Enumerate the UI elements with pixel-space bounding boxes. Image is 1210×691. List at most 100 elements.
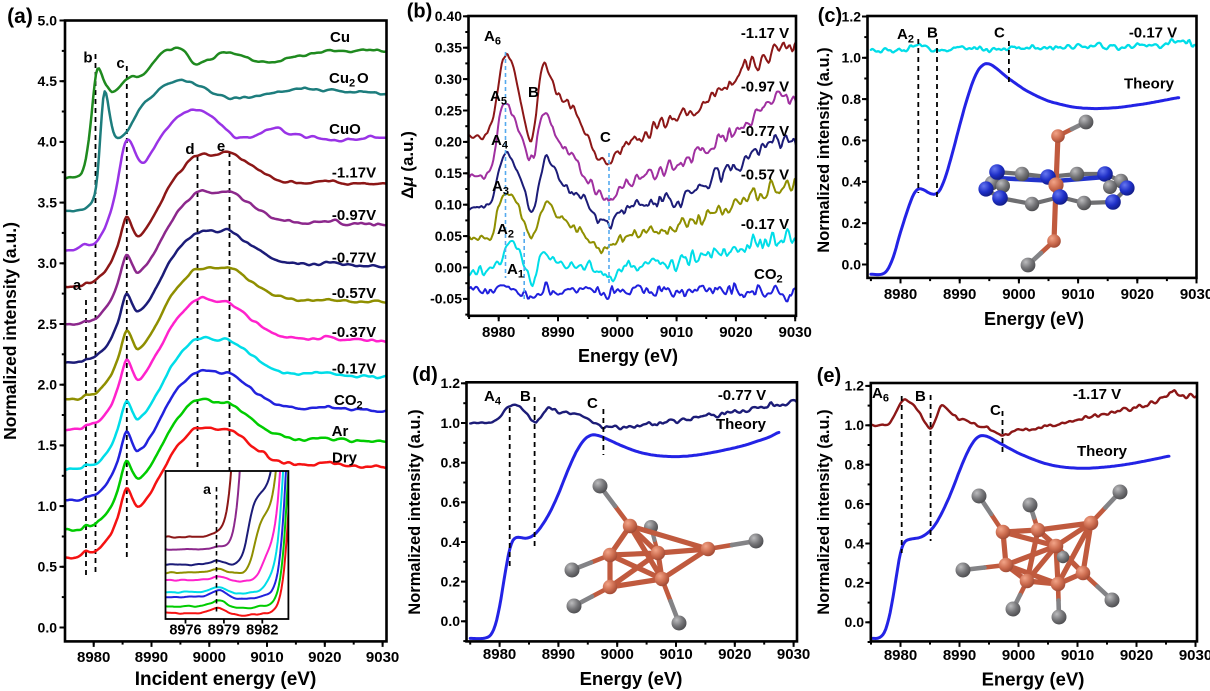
svg-text:Theory: Theory bbox=[716, 416, 767, 433]
svg-text:Cu2: Cu2 bbox=[329, 70, 355, 90]
svg-text:B: B bbox=[520, 388, 531, 405]
svg-text:0.2: 0.2 bbox=[845, 575, 865, 591]
svg-text:b: b bbox=[83, 50, 92, 67]
svg-text:A1: A1 bbox=[507, 261, 524, 281]
svg-text:Dry: Dry bbox=[332, 450, 358, 467]
svg-text:0.2: 0.2 bbox=[842, 215, 862, 231]
svg-text:Cu: Cu bbox=[330, 29, 350, 46]
svg-text:C: C bbox=[990, 402, 1001, 419]
svg-text:Energy (eV): Energy (eV) bbox=[578, 346, 678, 366]
svg-text:a: a bbox=[73, 277, 82, 294]
svg-text:0.00: 0.00 bbox=[435, 259, 462, 275]
svg-text:0.8: 0.8 bbox=[845, 457, 865, 473]
svg-text:8980: 8980 bbox=[482, 324, 515, 341]
svg-text:-0.17 V: -0.17 V bbox=[1129, 25, 1177, 42]
svg-text:-0.97V: -0.97V bbox=[332, 207, 376, 224]
svg-text:(d): (d) bbox=[412, 364, 438, 386]
svg-text:0.4: 0.4 bbox=[842, 174, 862, 190]
svg-text:0.15: 0.15 bbox=[435, 165, 462, 181]
svg-text:1.2: 1.2 bbox=[441, 375, 461, 391]
svg-text:-0.77V: -0.77V bbox=[332, 250, 376, 267]
svg-text:(b): (b) bbox=[407, 1, 433, 23]
svg-text:CO2: CO2 bbox=[754, 266, 783, 286]
svg-text:B: B bbox=[927, 25, 938, 42]
svg-text:e: e bbox=[217, 138, 225, 155]
svg-text:8990: 8990 bbox=[542, 646, 575, 663]
svg-text:d: d bbox=[185, 141, 194, 158]
svg-text:8980: 8980 bbox=[483, 646, 516, 663]
svg-text:1.0: 1.0 bbox=[845, 417, 865, 433]
svg-text:Δμ (a.u.): Δμ (a.u.) bbox=[398, 131, 417, 199]
svg-text:(c): (c) bbox=[818, 5, 842, 27]
svg-text:9010: 9010 bbox=[659, 646, 692, 663]
svg-text:8990: 8990 bbox=[943, 286, 976, 303]
svg-text:3.0: 3.0 bbox=[38, 255, 58, 271]
svg-text:-0.57 V: -0.57 V bbox=[741, 167, 789, 184]
svg-text:C: C bbox=[600, 129, 611, 146]
svg-text:0.05: 0.05 bbox=[435, 228, 462, 244]
svg-text:Normalized intensity (a.u.): Normalized intensity (a.u.) bbox=[0, 222, 20, 440]
svg-text:0.0: 0.0 bbox=[845, 614, 865, 630]
svg-text:B: B bbox=[528, 84, 539, 101]
svg-text:1.0: 1.0 bbox=[842, 50, 862, 66]
svg-text:C: C bbox=[994, 25, 1005, 42]
svg-text:-0.77 V: -0.77 V bbox=[741, 123, 789, 140]
svg-text:C: C bbox=[587, 395, 598, 412]
svg-text:0.35: 0.35 bbox=[435, 40, 462, 56]
svg-text:2.0: 2.0 bbox=[38, 377, 58, 393]
svg-text:8990: 8990 bbox=[135, 649, 168, 666]
svg-text:Theory: Theory bbox=[1124, 76, 1175, 93]
svg-text:A3: A3 bbox=[492, 178, 509, 198]
svg-text:9010: 9010 bbox=[250, 649, 283, 666]
svg-text:4.5: 4.5 bbox=[38, 73, 58, 89]
svg-text:1.5: 1.5 bbox=[38, 437, 58, 453]
svg-text:3.5: 3.5 bbox=[38, 194, 58, 210]
svg-text:9020: 9020 bbox=[718, 646, 751, 663]
svg-text:9030: 9030 bbox=[1179, 647, 1210, 664]
svg-text:8980: 8980 bbox=[77, 649, 110, 666]
svg-text:0.0: 0.0 bbox=[842, 256, 862, 272]
svg-text:-0.77 V: -0.77 V bbox=[718, 387, 766, 404]
svg-text:0.10: 0.10 bbox=[435, 197, 462, 213]
svg-text:9000: 9000 bbox=[1002, 647, 1035, 664]
svg-text:8976: 8976 bbox=[169, 623, 201, 639]
svg-text:-0.17V: -0.17V bbox=[332, 361, 376, 378]
svg-text:O: O bbox=[357, 70, 369, 87]
svg-text:Energy (eV): Energy (eV) bbox=[580, 668, 683, 689]
svg-text:(a): (a) bbox=[7, 5, 33, 28]
svg-text:9000: 9000 bbox=[1002, 286, 1035, 303]
svg-text:A6: A6 bbox=[484, 28, 501, 48]
svg-text:9000: 9000 bbox=[601, 324, 634, 341]
svg-text:9000: 9000 bbox=[193, 649, 226, 666]
svg-text:9010: 9010 bbox=[660, 324, 693, 341]
svg-text:0.4: 0.4 bbox=[845, 535, 865, 551]
svg-text:(e): (e) bbox=[817, 365, 841, 387]
svg-text:0.0: 0.0 bbox=[38, 619, 58, 635]
svg-text:0.30: 0.30 bbox=[435, 71, 462, 87]
svg-text:9030: 9030 bbox=[777, 646, 810, 663]
svg-text:A6: A6 bbox=[872, 385, 889, 405]
svg-text:A5: A5 bbox=[490, 88, 507, 108]
svg-text:Energy (eV): Energy (eV) bbox=[982, 669, 1085, 690]
svg-text:1.2: 1.2 bbox=[845, 378, 865, 394]
svg-text:-0.37V: -0.37V bbox=[332, 324, 376, 341]
svg-text:Incident energy (eV): Incident energy (eV) bbox=[135, 669, 317, 690]
svg-text:9010: 9010 bbox=[1061, 286, 1094, 303]
svg-text:0.0: 0.0 bbox=[441, 613, 461, 629]
svg-text:A4: A4 bbox=[491, 132, 509, 152]
svg-text:5.0: 5.0 bbox=[38, 12, 58, 28]
svg-text:8990: 8990 bbox=[943, 647, 976, 664]
svg-text:-0.17 V: -0.17 V bbox=[741, 216, 789, 233]
svg-text:2.5: 2.5 bbox=[38, 316, 58, 332]
svg-text:Energy (eV): Energy (eV) bbox=[984, 309, 1084, 329]
svg-text:A2: A2 bbox=[497, 221, 514, 241]
svg-text:0.8: 0.8 bbox=[842, 91, 862, 107]
svg-text:0.2: 0.2 bbox=[441, 573, 461, 589]
svg-text:0.6: 0.6 bbox=[845, 496, 865, 512]
svg-text:9030: 9030 bbox=[366, 649, 399, 666]
svg-text:9000: 9000 bbox=[601, 646, 634, 663]
svg-text:A4: A4 bbox=[484, 388, 502, 408]
svg-text:-1.17 V: -1.17 V bbox=[1073, 386, 1121, 403]
svg-text:0.4: 0.4 bbox=[441, 534, 461, 550]
svg-text:9010: 9010 bbox=[1061, 647, 1094, 664]
